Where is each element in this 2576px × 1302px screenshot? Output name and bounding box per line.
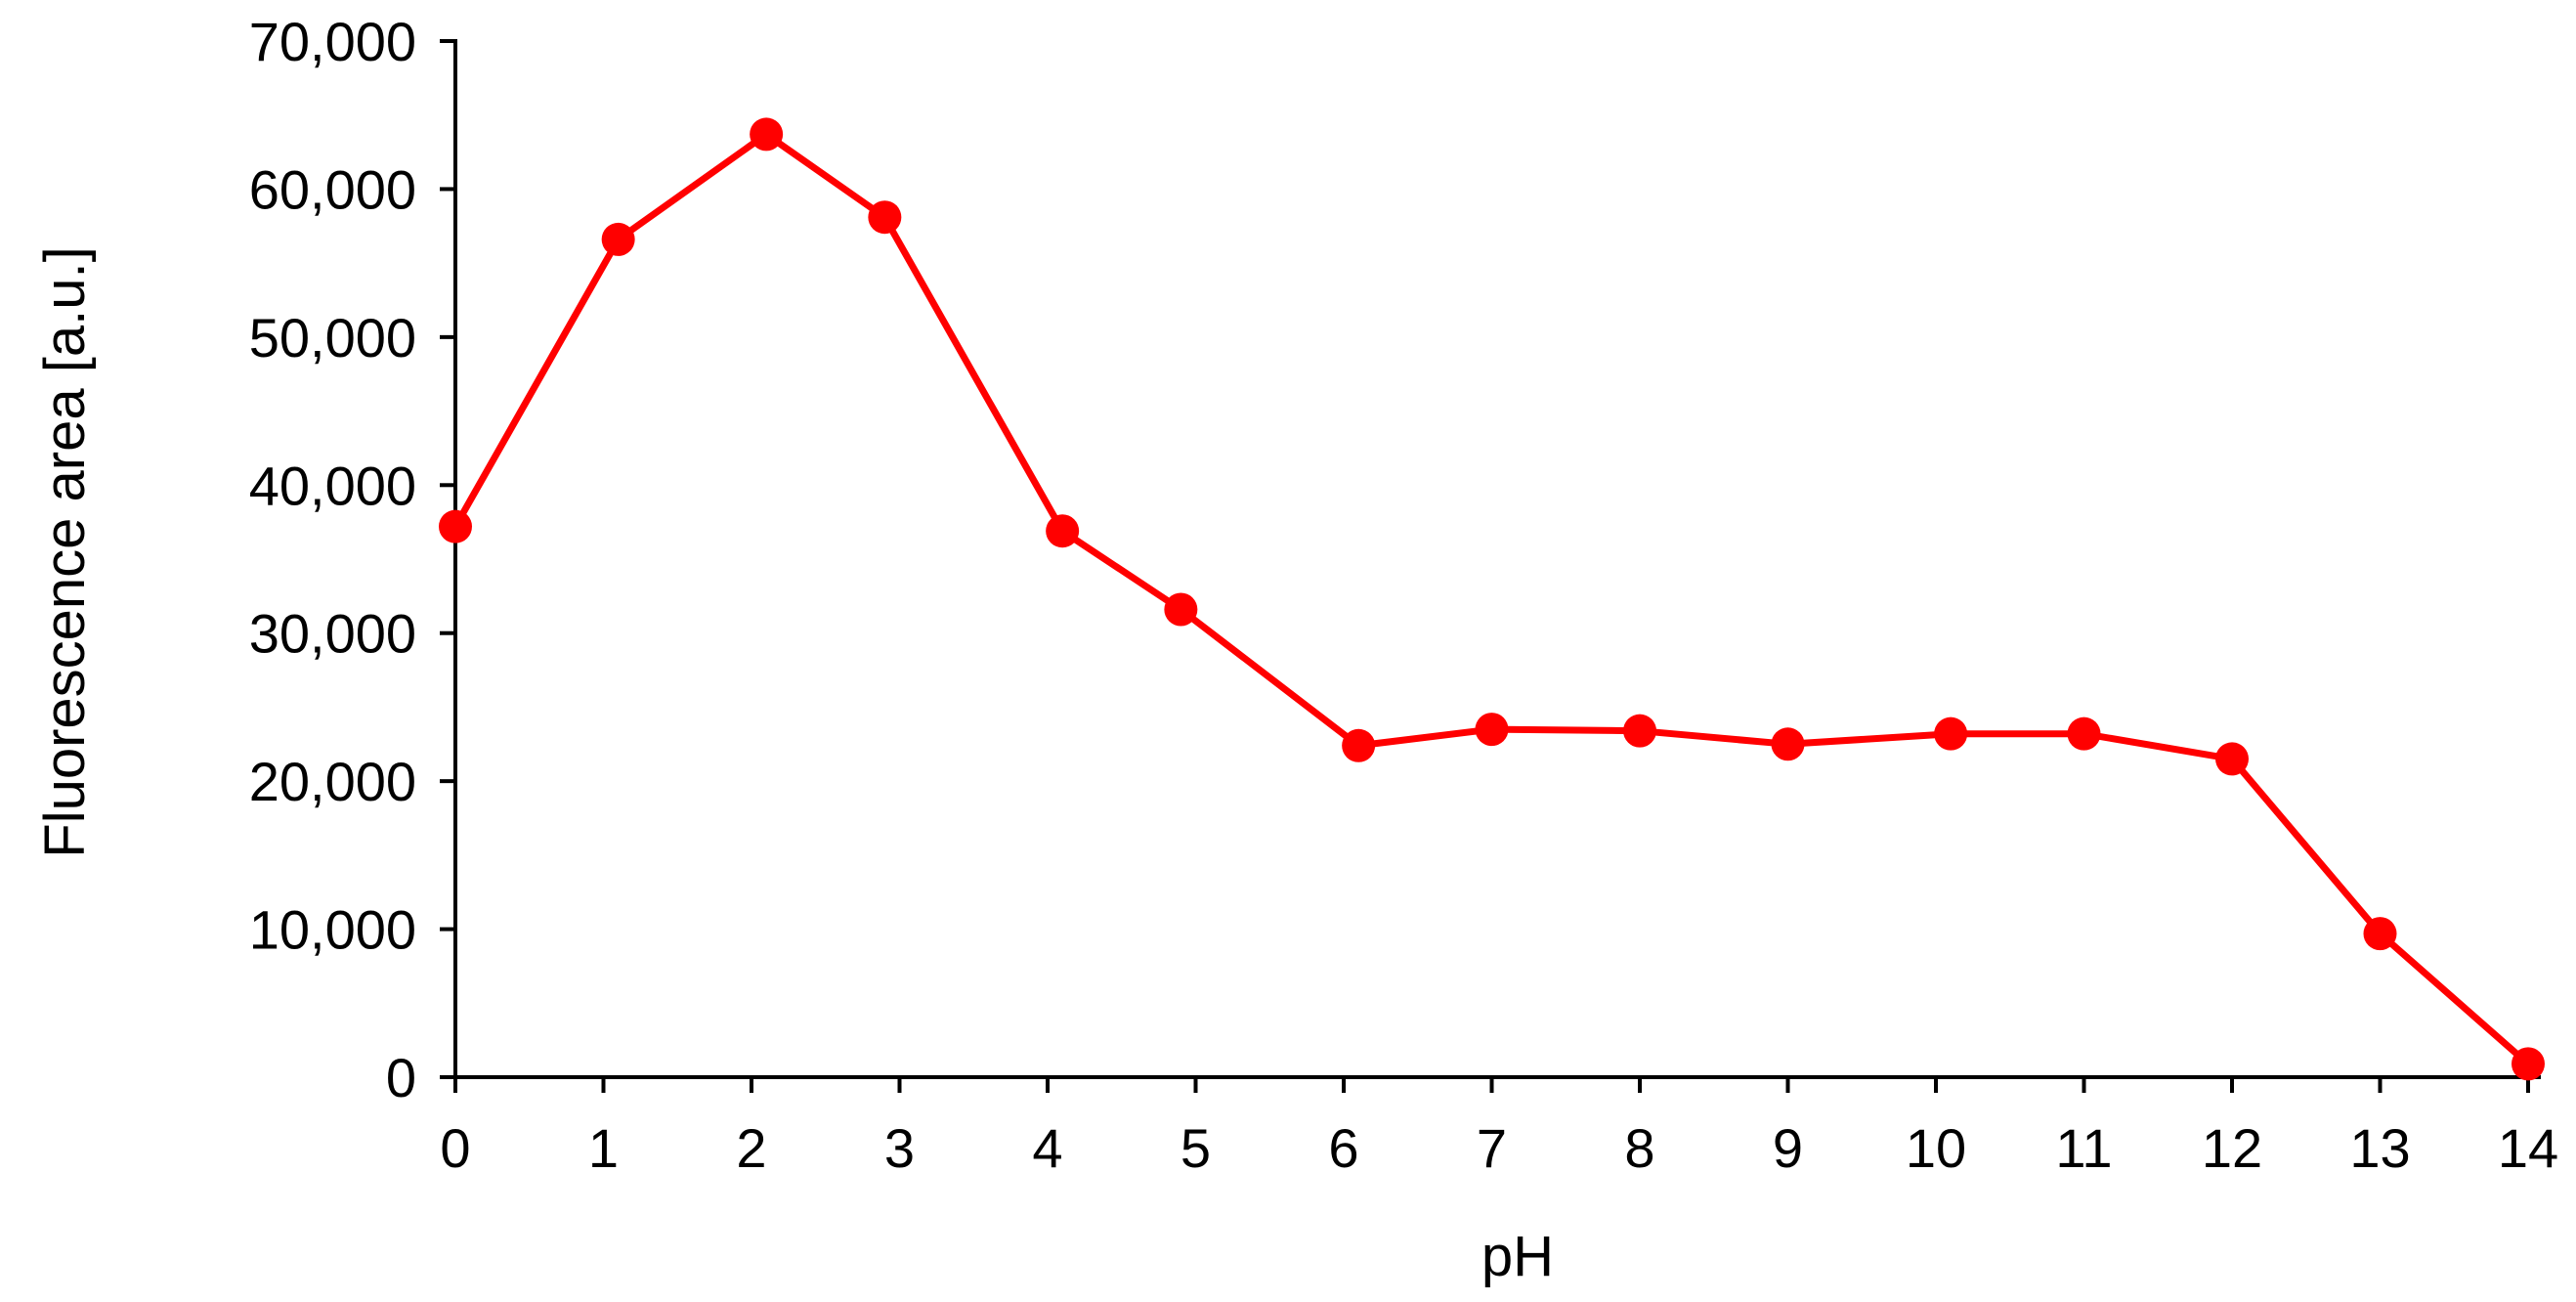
data-point (1475, 713, 1509, 747)
x-axis-ticks: 0 1 2 3 4 5 6 7 8 9 10 11 12 13 14 (440, 1077, 2558, 1179)
data-point (2067, 716, 2101, 751)
data-point (1934, 716, 1968, 751)
x-tick-label: 5 (1181, 1117, 1211, 1179)
x-tick-label: 10 (1906, 1117, 1966, 1179)
y-tick-label: 60,000 (249, 158, 416, 220)
axes (453, 39, 2541, 1079)
data-point (1164, 592, 1198, 627)
data-point (750, 117, 784, 152)
y-axis-title: Fluorescence area [a.u.] (33, 246, 97, 857)
y-tick-label: 50,000 (249, 307, 416, 369)
y-tick-label: 20,000 (249, 751, 416, 812)
data-point (1046, 514, 1080, 548)
y-tick-label: 0 (386, 1047, 416, 1108)
x-tick-label: 13 (2349, 1117, 2410, 1179)
y-tick-label: 10,000 (249, 899, 416, 961)
x-tick-label: 12 (2202, 1117, 2262, 1179)
series-line (451, 130, 2532, 1067)
data-point (868, 200, 902, 235)
y-tick-label: 70,000 (249, 11, 416, 72)
data-point (439, 509, 472, 543)
y-tick-label: 40,000 (249, 455, 416, 516)
data-point (2512, 1047, 2545, 1081)
data-point (1623, 714, 1656, 748)
x-tick-label: 4 (1032, 1117, 1062, 1179)
x-tick-label: 7 (1477, 1117, 1507, 1179)
x-axis-title: pH (1481, 1225, 1554, 1288)
data-point (2215, 742, 2249, 776)
data-point (2363, 917, 2397, 951)
data-point (601, 222, 635, 256)
y-axis-ticks: 0 10,000 20,000 30,000 40,000 50,000 60,000 70,… (249, 11, 455, 1108)
x-tick-label: 6 (1328, 1117, 1358, 1179)
data-point (1771, 727, 1805, 761)
x-tick-label: 2 (736, 1117, 766, 1179)
x-tick-label: 1 (588, 1117, 619, 1179)
series-layer (439, 117, 2545, 1081)
x-tick-label: 11 (2055, 1117, 2112, 1179)
x-tick-label: 3 (884, 1117, 915, 1179)
x-tick-label: 14 (2498, 1117, 2558, 1179)
x-tick-label: 8 (1624, 1117, 1654, 1179)
x-tick-label: 0 (440, 1117, 470, 1179)
x-tick-label: 9 (1773, 1117, 1803, 1179)
data-point (1342, 728, 1376, 762)
y-tick-label: 30,000 (249, 603, 416, 665)
